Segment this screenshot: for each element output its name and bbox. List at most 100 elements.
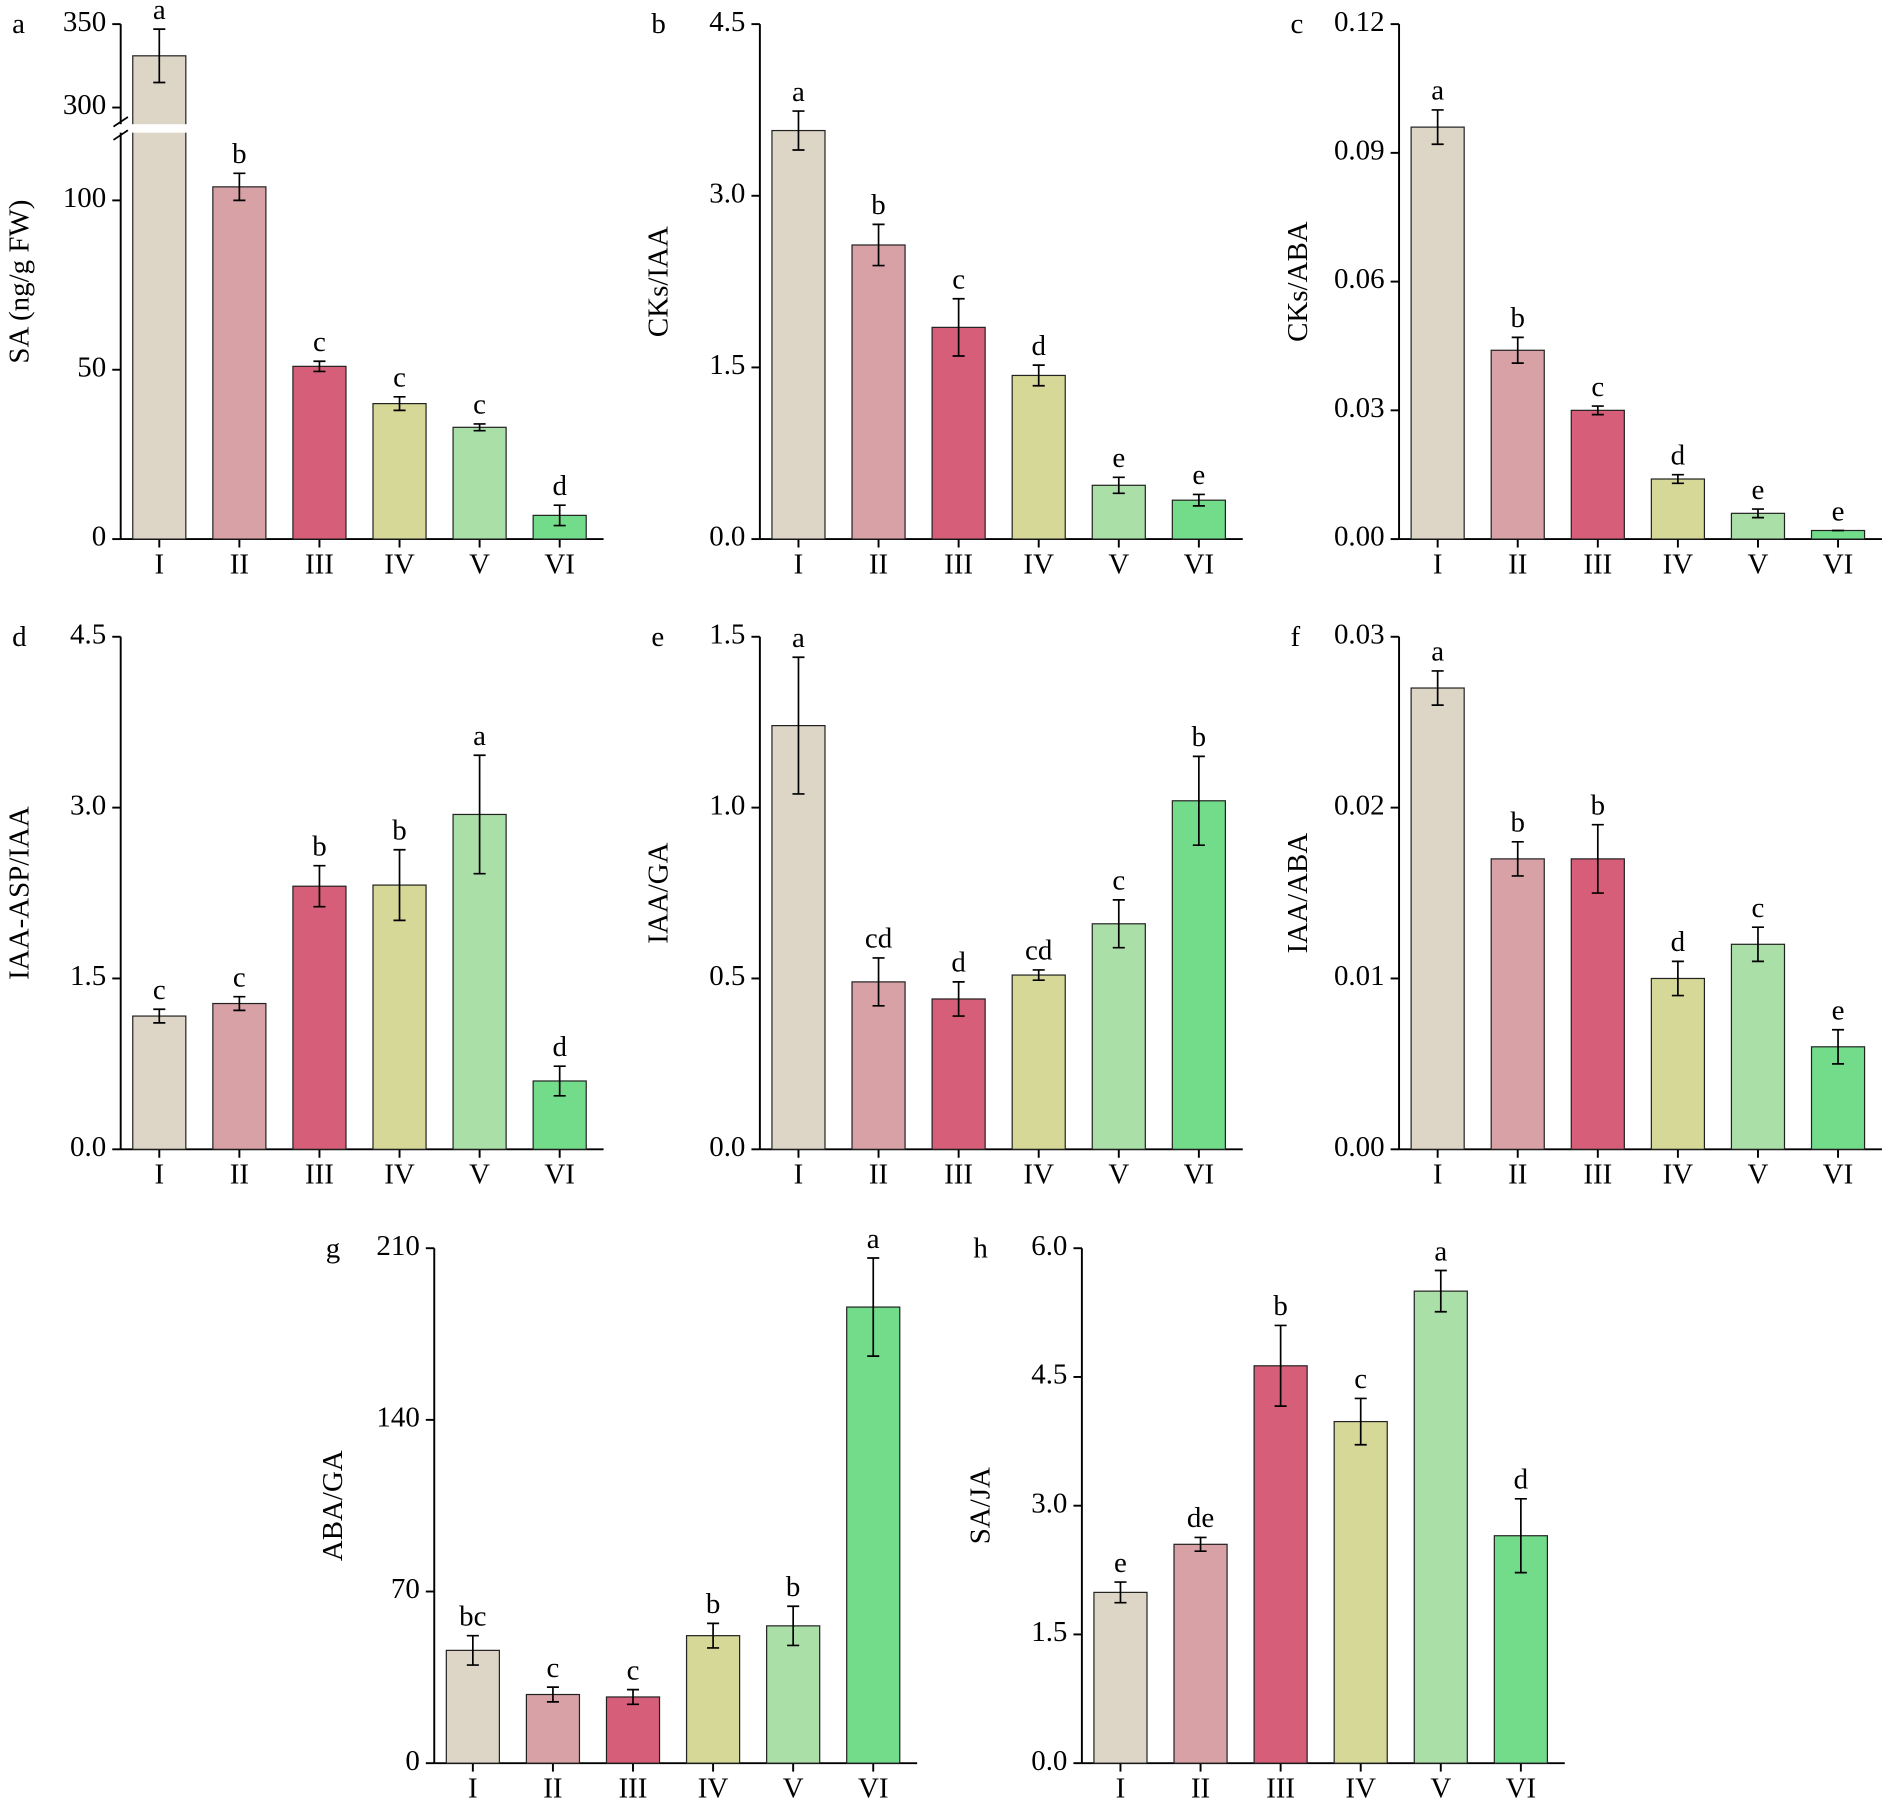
bar xyxy=(1410,126,1465,540)
error-bar xyxy=(153,1008,166,1024)
bar xyxy=(1093,1591,1148,1764)
significance-letter: b xyxy=(1510,807,1524,839)
significance-letter: c xyxy=(627,1654,640,1686)
error-bar xyxy=(867,1257,880,1357)
y-tick-label: 0.00 xyxy=(1334,1131,1385,1163)
x-tick-label: IV xyxy=(698,1773,729,1805)
significance-letter: b xyxy=(786,1571,800,1603)
x-tick-label: I xyxy=(1116,1773,1126,1805)
significance-letter: d xyxy=(1671,926,1686,958)
bar xyxy=(1490,858,1545,1150)
x-tick-label: III xyxy=(1266,1773,1295,1805)
y-axis-label: CKs/ABA xyxy=(1282,221,1314,342)
bar xyxy=(212,186,267,540)
error-bar xyxy=(1192,755,1205,847)
bar xyxy=(1173,1543,1228,1764)
x-tick-label: I xyxy=(468,1773,478,1805)
error-bar xyxy=(1514,1497,1527,1574)
significance-letter: e xyxy=(1192,459,1205,491)
axis-break-mark xyxy=(112,116,129,141)
bar xyxy=(605,1696,661,1764)
error-bar xyxy=(787,1605,800,1647)
significance-letter: cd xyxy=(865,923,893,955)
x-tick-label: VI xyxy=(544,548,575,580)
x-tick-label: II xyxy=(1191,1773,1210,1805)
bar xyxy=(846,1306,901,1764)
x-tick-label: II xyxy=(230,1159,249,1191)
panel-letter: f xyxy=(1291,621,1301,653)
significance-letter: e xyxy=(1112,442,1125,474)
bar xyxy=(766,1625,821,1764)
bar xyxy=(1253,1365,1308,1764)
error-bar xyxy=(1751,508,1764,519)
error-bar xyxy=(1671,960,1684,997)
significance-letter: c xyxy=(153,974,166,1006)
bar xyxy=(1493,1535,1548,1764)
bar xyxy=(1650,977,1706,1150)
x-tick-label: II xyxy=(869,548,888,580)
y-tick-label: 50 xyxy=(77,351,106,383)
bar xyxy=(851,244,906,540)
error-bar xyxy=(872,223,885,267)
x-tick-label: I xyxy=(794,1159,804,1191)
error-bar xyxy=(1832,1028,1845,1065)
x-tick-label: II xyxy=(1508,1159,1527,1191)
error-bar xyxy=(1032,969,1045,982)
bar xyxy=(1413,1290,1468,1764)
y-tick-label: 4.5 xyxy=(1031,1359,1067,1391)
bar xyxy=(1011,374,1066,540)
significance-letter: a xyxy=(1434,1235,1447,1267)
panel-letter: a xyxy=(12,8,25,40)
y-tick-label: 6.0 xyxy=(1031,1230,1067,1262)
bar xyxy=(372,884,427,1150)
significance-letter: a xyxy=(153,0,166,26)
y-tick-label: 210 xyxy=(376,1230,419,1262)
x-tick-label: VI xyxy=(1184,548,1215,580)
error-bar xyxy=(313,864,326,908)
significance-letter: d xyxy=(1514,1464,1529,1496)
error-bar xyxy=(1192,493,1205,507)
y-tick-label: 3.0 xyxy=(1031,1487,1067,1519)
y-tick-label: 70 xyxy=(391,1573,420,1605)
bar xyxy=(1570,409,1625,540)
error-bar xyxy=(1114,1581,1127,1604)
error-bar xyxy=(1434,1269,1447,1313)
bar xyxy=(931,998,986,1150)
error-bar xyxy=(553,504,566,527)
y-axis-label: IAA/GA xyxy=(643,842,675,943)
y-tick-label: 140 xyxy=(376,1402,419,1434)
y-tick-label: 0.12 xyxy=(1334,6,1385,38)
bar xyxy=(292,365,347,540)
y-tick-label: 0.5 xyxy=(709,960,745,992)
bar xyxy=(931,326,986,540)
significance-letter: a xyxy=(792,622,805,654)
bar xyxy=(771,129,826,540)
bar xyxy=(1410,687,1465,1150)
error-bar xyxy=(1354,1397,1367,1446)
panel-letter: d xyxy=(12,621,27,653)
significance-letter: d xyxy=(1031,330,1046,362)
significance-letter: d xyxy=(951,947,966,979)
bar xyxy=(212,1002,267,1150)
x-tick-label: VI xyxy=(1823,548,1854,580)
significance-letter: a xyxy=(473,720,486,752)
error-bar xyxy=(1431,670,1444,706)
x-tick-label: V xyxy=(1748,548,1769,580)
error-bar xyxy=(1671,473,1684,485)
error-bar xyxy=(1511,840,1524,877)
x-tick-label: V xyxy=(783,1773,804,1805)
axis-break-gap xyxy=(111,124,124,133)
significance-letter: b xyxy=(312,830,326,862)
panel-letter: b xyxy=(651,8,665,40)
error-bar xyxy=(1591,405,1604,416)
significance-letter: b xyxy=(1273,1290,1287,1322)
error-bar xyxy=(952,981,965,1017)
x-tick-label: IV xyxy=(1023,1159,1054,1191)
y-tick-label: 0.03 xyxy=(1334,618,1385,650)
axis-break-gap xyxy=(130,124,189,133)
bar xyxy=(851,981,906,1150)
x-tick-label: I xyxy=(154,1159,164,1191)
significance-letter: b xyxy=(1510,302,1524,334)
x-tick-label: IV xyxy=(384,1159,415,1191)
significance-letter: d xyxy=(552,1031,567,1063)
